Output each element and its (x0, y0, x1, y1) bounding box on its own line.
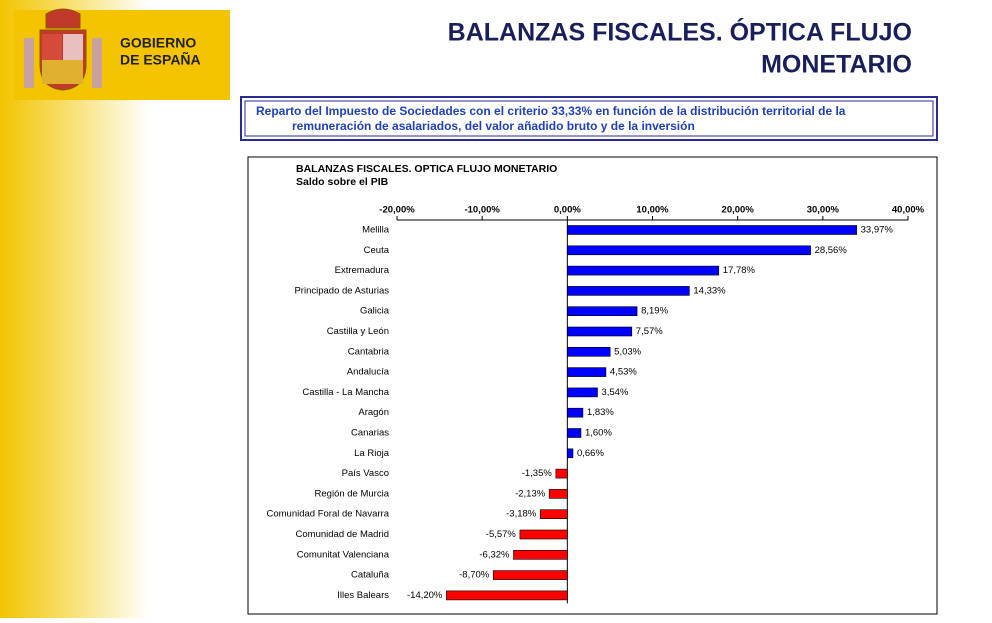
bar (567, 286, 690, 296)
bar (567, 225, 857, 235)
subtitle: remuneración de asalariados, del valor a… (292, 119, 695, 133)
slide-title: MONETARIO (761, 51, 912, 79)
bar (446, 590, 568, 601)
bar (567, 407, 584, 418)
x-tick-label: 20,00% (722, 205, 755, 216)
bar (567, 245, 811, 256)
value-label: -8,70% (459, 570, 490, 581)
y-tick-label: Galicia (360, 306, 390, 317)
value-label: 7,57% (636, 326, 663, 337)
coat-of-arms (24, 8, 102, 91)
y-tick-label: País Vasco (342, 468, 389, 479)
chart-subtitle: Saldo sobre el PIB (296, 176, 389, 188)
y-tick-label: Principado de Asturias (294, 285, 389, 296)
x-tick-label: -10,00% (464, 205, 500, 216)
y-tick-label: Canarias (351, 428, 389, 439)
y-tick-label: Comunidad Foral de Navarra (266, 509, 389, 520)
value-label: -5,57% (486, 529, 517, 540)
y-tick-label: La Rioja (354, 448, 390, 459)
value-label: -6,32% (479, 549, 510, 560)
subtitle: Reparto del Impuesto de Sociedades con e… (256, 104, 846, 118)
value-label: 14,33% (693, 285, 726, 296)
bar (519, 529, 568, 540)
value-label: 1,83% (587, 407, 614, 418)
bar (567, 306, 638, 317)
y-tick-label: Ceuta (364, 245, 390, 256)
value-label: 5,03% (614, 346, 641, 357)
y-tick-label: Melilla (362, 225, 390, 236)
y-tick-label: Cantabria (348, 346, 390, 357)
bar (567, 428, 582, 438)
bar (555, 468, 568, 479)
y-tick-label: Illes Balears (337, 590, 389, 601)
value-label: 0,66% (577, 448, 604, 459)
bar (567, 346, 611, 357)
value-label: -14,20% (407, 590, 443, 601)
value-label: -1,35% (522, 468, 553, 479)
bar (492, 570, 568, 580)
value-label: 1,60% (585, 428, 612, 439)
y-tick-label: Comunitat Valenciana (297, 549, 390, 560)
x-tick-label: -20,00% (379, 205, 415, 216)
logo-text: DE ESPAÑA (120, 51, 201, 68)
bar (567, 326, 633, 337)
value-label: 17,78% (723, 265, 756, 276)
y-tick-label: Extremadura (335, 265, 390, 276)
x-tick-label: 0,00% (554, 205, 581, 216)
value-label: 8,19% (641, 306, 668, 317)
y-tick-label: Comunidad de Madrid (296, 529, 389, 540)
bar (567, 387, 598, 398)
bar (548, 489, 568, 499)
plot: -20,00% -10,00% 0,00% 10,00% 20,00% 30,00% 40,… (266, 205, 925, 604)
y-tick-label: Región de Murcia (315, 488, 390, 499)
value-label: -3,18% (506, 509, 537, 520)
chart-title: BALANZAS FISCALES. OPTICA FLUJO MONETARI… (296, 163, 557, 175)
y-tick-label: Aragón (358, 407, 389, 418)
subtitle-box-inner (244, 100, 934, 137)
y-tick-label: Andalucía (347, 367, 390, 378)
x-tick-label: 30,00% (807, 205, 840, 216)
bar (567, 367, 607, 377)
value-label: -2,13% (515, 488, 546, 499)
subtitle-box (240, 96, 938, 141)
y-tick-label: Castilla y León (327, 326, 389, 337)
value-label: 4,53% (610, 367, 637, 378)
bar (567, 265, 720, 276)
value-label: 28,56% (815, 245, 848, 256)
x-tick-label: 40,00% (892, 205, 925, 216)
y-tick-label: Cataluña (351, 570, 390, 581)
value-label: 33,97% (861, 225, 894, 236)
logo-text: GOBIERNO (120, 35, 196, 51)
x-tick-label: 10,00% (636, 205, 669, 216)
y-tick-label: Castilla - La Mancha (302, 387, 389, 398)
bar (513, 549, 568, 560)
side-strip (0, 0, 150, 618)
bar (539, 509, 568, 520)
value-label: 3,54% (601, 387, 628, 398)
bar (567, 448, 574, 459)
slide-title: BALANZAS FISCALES. ÓPTICA FLUJO (448, 17, 912, 47)
